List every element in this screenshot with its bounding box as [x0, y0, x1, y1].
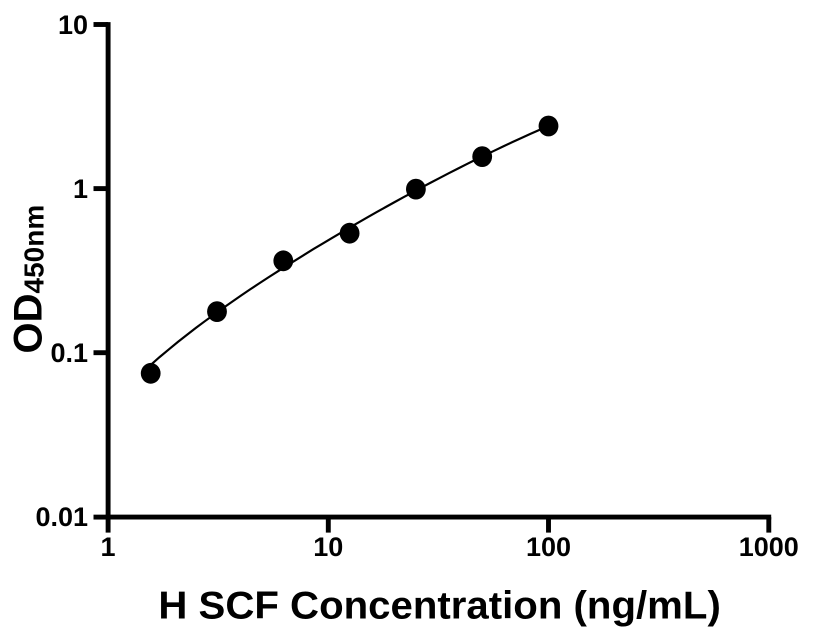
- svg-text:10: 10: [313, 532, 343, 562]
- svg-text:1: 1: [100, 532, 115, 562]
- svg-text:0.1: 0.1: [50, 338, 88, 368]
- svg-text:0.01: 0.01: [35, 502, 88, 532]
- svg-text:1: 1: [73, 174, 88, 204]
- svg-text:10: 10: [58, 10, 88, 40]
- svg-text:1000: 1000: [739, 532, 799, 562]
- svg-text:H SCF Concentration (ng/mL): H SCF Concentration (ng/mL): [158, 585, 721, 628]
- svg-text:100: 100: [526, 532, 571, 562]
